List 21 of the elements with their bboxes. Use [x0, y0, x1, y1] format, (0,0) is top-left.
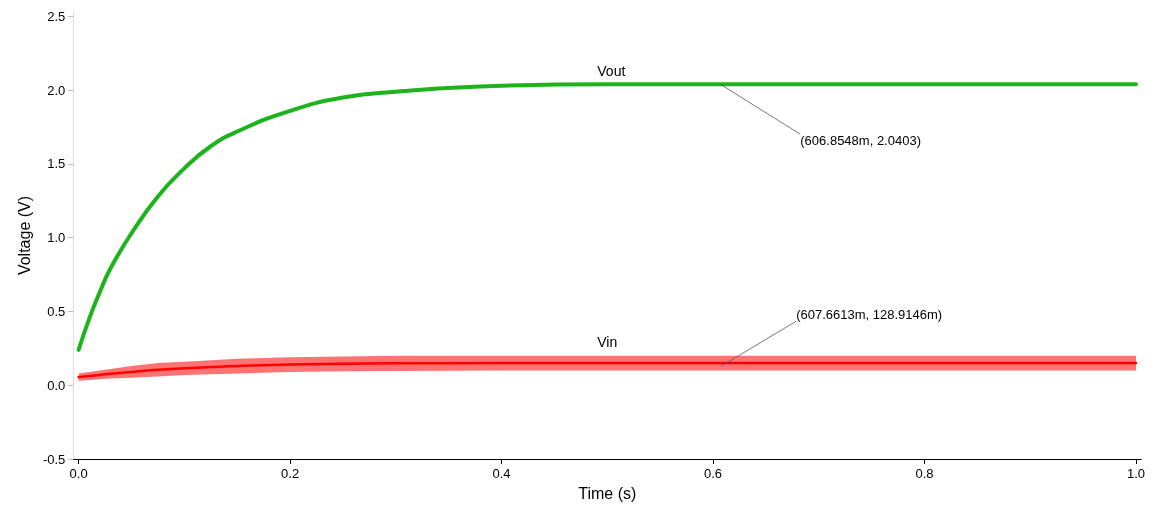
annotation: (606.8548m, 2.0403) [800, 133, 921, 149]
y-tick-label: 1.5 [47, 156, 66, 172]
x-tick-label: 0.0 [69, 466, 88, 481]
x-tick-label: 0.4 [492, 466, 511, 481]
y-tick-label: 2.0 [47, 82, 66, 98]
y-tick-label: -0.5 [42, 451, 66, 467]
line-series [76, 82, 1138, 352]
x-axis-title: Time (s) [578, 484, 637, 502]
y-tick-label: 0.5 [47, 303, 66, 319]
y-axis-title: Voltage (V) [15, 195, 33, 276]
x-tick-label: 1.0 [1126, 466, 1146, 481]
line-series [77, 361, 1138, 379]
x-tick-label: 0.8 [915, 466, 934, 481]
y-tick-label: 2.5 [47, 8, 66, 24]
x-tick-label: 0.2 [281, 466, 300, 481]
series-label: Vout [597, 63, 626, 80]
y-tick-label: 1.0 [47, 230, 66, 246]
annotation: (607.6613m, 128.9146m) [796, 307, 943, 323]
series-label: Vin [597, 334, 618, 351]
x-tick-label: 0.6 [703, 466, 723, 481]
y-tick-label: 0.0 [47, 377, 66, 393]
